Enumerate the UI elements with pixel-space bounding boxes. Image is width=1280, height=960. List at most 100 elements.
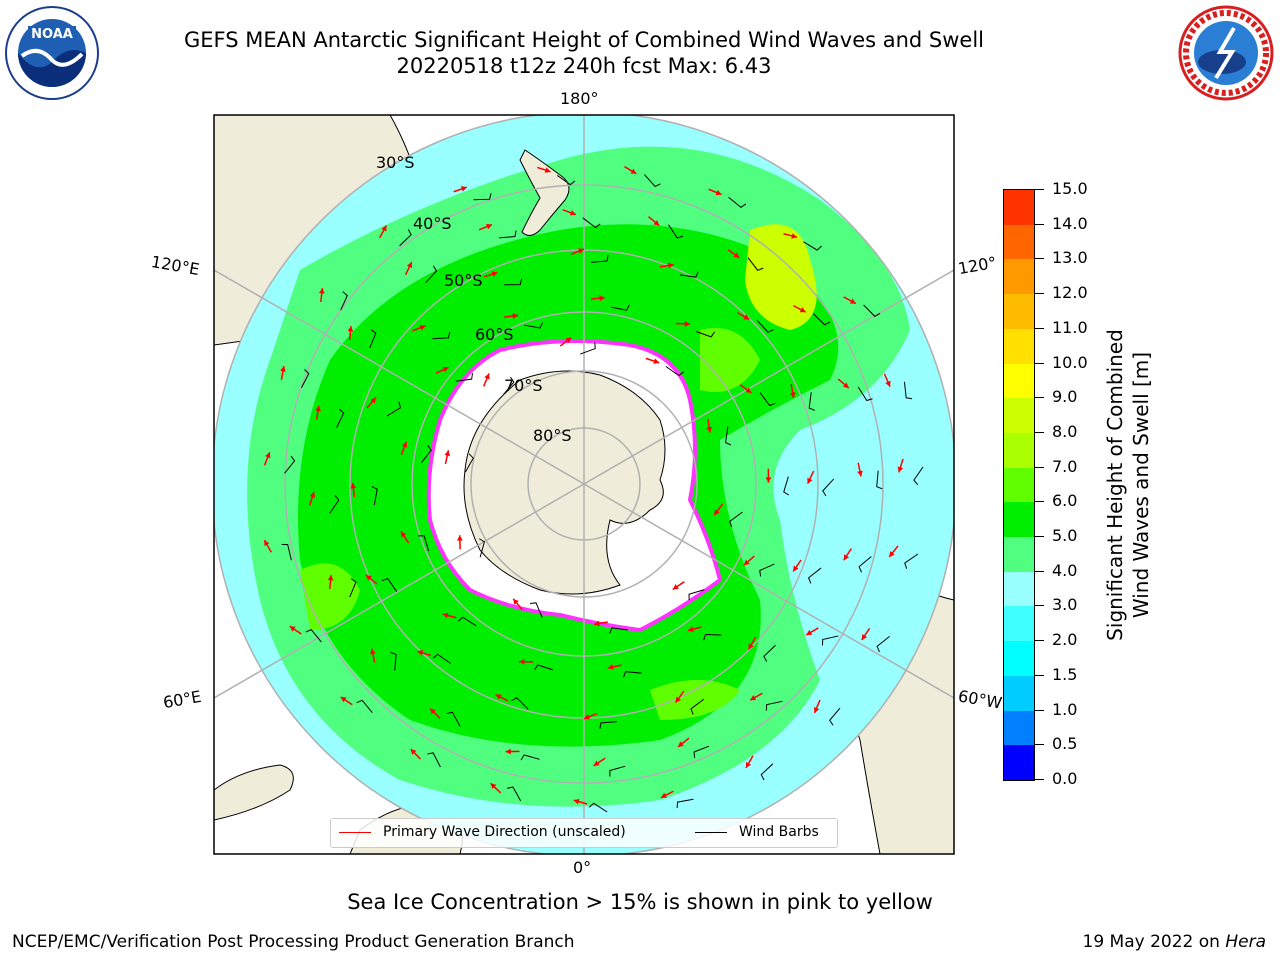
colorbar-tick-label: 10.0 bbox=[1052, 352, 1088, 372]
wave-arrow-head bbox=[486, 223, 493, 230]
wave-arrow-head bbox=[765, 477, 772, 483]
wind-barb bbox=[479, 538, 485, 558]
wind-barb bbox=[534, 664, 554, 671]
wind-barb bbox=[305, 629, 322, 643]
wave-arrow-head bbox=[583, 714, 590, 720]
wave-arrow-head bbox=[370, 397, 377, 404]
colorbar-segment bbox=[1004, 571, 1034, 607]
wave-arrow-head bbox=[857, 470, 863, 477]
wind-barb bbox=[829, 707, 841, 726]
wind-barb bbox=[676, 798, 694, 809]
wind-barb bbox=[457, 616, 477, 627]
wave-arrow-head bbox=[512, 313, 519, 319]
wind-barb bbox=[812, 313, 831, 326]
wind-barbs-legend-line bbox=[695, 832, 727, 833]
wave-arrow-head bbox=[706, 426, 713, 433]
wave-arrow-head bbox=[687, 626, 694, 633]
wave-arrow-head bbox=[505, 748, 511, 755]
wave-arrow-head bbox=[484, 373, 490, 380]
wave-arrow-head bbox=[429, 708, 436, 715]
wave-arrow-head bbox=[410, 749, 417, 755]
wind-barb bbox=[599, 721, 617, 729]
colorbar-title-line1: Significant Height of Combined bbox=[1103, 329, 1127, 641]
colorbar-tick-label: 1.5 bbox=[1052, 664, 1078, 684]
colorbar bbox=[1003, 189, 1035, 781]
wave-arrow-head bbox=[653, 358, 660, 364]
colorbar-tick bbox=[1034, 709, 1044, 711]
colorbar-tick-label: 3.0 bbox=[1052, 595, 1078, 615]
colorbar-tick bbox=[1034, 605, 1044, 607]
colorbar-tick bbox=[1034, 362, 1044, 364]
wind-barb bbox=[808, 392, 815, 411]
wind-barb bbox=[759, 392, 776, 407]
wind-barb bbox=[858, 556, 872, 573]
footer-date-text: 19 May 2022 on bbox=[1082, 932, 1220, 952]
wind-barb bbox=[418, 535, 430, 552]
wave-arrow-head bbox=[745, 761, 752, 768]
colorbar-tick-label: 4.0 bbox=[1052, 560, 1078, 580]
wind-barb bbox=[821, 635, 839, 646]
wind-barb bbox=[465, 453, 474, 473]
colorbar-segment bbox=[1004, 675, 1034, 711]
wind-barb bbox=[284, 455, 296, 474]
wind-barb bbox=[756, 320, 774, 333]
wave-arrow-head bbox=[843, 554, 850, 561]
wind-barb bbox=[386, 401, 402, 417]
colorbar-tick bbox=[1034, 189, 1044, 190]
wind-barb bbox=[511, 697, 529, 710]
footer-credit: NCEP/EMC/Verification Post Processing Pr… bbox=[12, 932, 575, 952]
wave-arrow-head bbox=[885, 380, 891, 387]
colorbar-segment bbox=[1004, 432, 1034, 468]
colorbar-tick bbox=[1034, 570, 1044, 572]
colorbar-tick-label: 1.0 bbox=[1052, 699, 1078, 719]
wind-barb bbox=[427, 752, 441, 768]
wave-arrow-head bbox=[442, 366, 449, 373]
wind-barb bbox=[857, 386, 873, 402]
colorbar-tick-label: 0.0 bbox=[1052, 769, 1078, 788]
wave-arrow-head bbox=[381, 225, 387, 232]
wave-direction-arrows bbox=[263, 165, 904, 805]
wind-barb bbox=[369, 329, 377, 349]
wave-arrow-head bbox=[799, 307, 806, 313]
wave-arrow-head bbox=[513, 598, 519, 605]
wave-arrow-head bbox=[457, 535, 463, 541]
wind-barb bbox=[455, 373, 473, 382]
wave-arrow-head bbox=[419, 324, 426, 331]
wave-arrow-head bbox=[748, 643, 754, 650]
colorbar-tick-label: 12.0 bbox=[1052, 283, 1088, 303]
wave-arrow-head bbox=[660, 792, 667, 798]
wave-arrow-head bbox=[565, 337, 572, 344]
wind-barb bbox=[300, 369, 310, 389]
wind-barb bbox=[665, 365, 684, 377]
wind-barb bbox=[876, 636, 890, 653]
wind-barb bbox=[903, 381, 913, 400]
wave-arrow-head bbox=[684, 321, 691, 327]
wave-arrow-head bbox=[842, 382, 849, 389]
wind-barb bbox=[729, 511, 743, 528]
wind-barb bbox=[803, 241, 822, 251]
wave-arrow-head bbox=[849, 298, 856, 304]
wind-barb bbox=[610, 304, 630, 311]
wave-arrow-head bbox=[401, 441, 408, 448]
wind-barb bbox=[503, 376, 515, 395]
wind-barb bbox=[340, 291, 348, 311]
colorbar-segment bbox=[1004, 537, 1034, 572]
wind-barb bbox=[609, 627, 628, 634]
colorbar-tick-label: 2.0 bbox=[1052, 630, 1078, 650]
wave-arrow-head bbox=[289, 626, 296, 632]
wave-arrow-head bbox=[653, 219, 660, 226]
colorbar-tick bbox=[1034, 779, 1044, 780]
wind-barb bbox=[504, 278, 523, 286]
wave-arrow-head bbox=[569, 210, 576, 216]
wind-barb bbox=[446, 711, 461, 727]
wind-barb bbox=[763, 644, 776, 662]
colorbar-segment bbox=[1004, 502, 1034, 538]
wave-arrow-head bbox=[750, 695, 757, 701]
colorbar-tick-label: 5.0 bbox=[1052, 526, 1078, 546]
wind-barb bbox=[695, 331, 715, 338]
wave-arrow-head bbox=[813, 707, 820, 713]
wind-barb bbox=[582, 217, 601, 229]
wind-barb bbox=[524, 322, 544, 329]
wind-barb bbox=[580, 342, 596, 355]
colorbar-segment bbox=[1004, 467, 1034, 503]
